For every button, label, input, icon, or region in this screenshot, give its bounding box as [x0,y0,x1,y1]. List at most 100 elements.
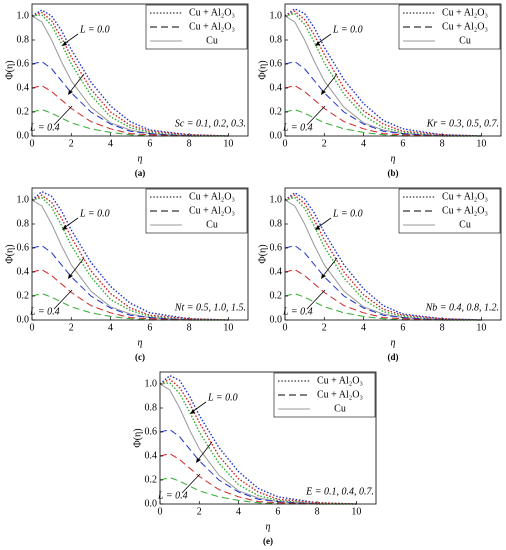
x-tick-label: 8 [187,322,192,333]
arrow [306,105,326,126]
x-tick-label: 6 [275,506,280,517]
curve [159,453,357,505]
arrow [181,473,201,494]
x-tick-label: 8 [315,506,320,517]
plot-frame [159,371,377,505]
panel: 0.0 0.2 0.4 0.6 0.8 1.0 0 2 4 6 8 10 η Φ(η) (d) Cu + Al… [257,187,502,362]
panel-label: (c) [135,352,145,362]
y-axis-label: Φ(η) [257,244,268,263]
arrow-head [62,41,67,46]
parameter-label: Nt = 0.5, 1.0, 1.5. [174,302,246,313]
x-tick-label: 4 [108,322,113,333]
y-tick-label: 0.2 [270,106,283,117]
y-tick-label: 0.8 [270,34,283,45]
x-tick-label: 8 [440,322,445,333]
curve [284,196,482,321]
curve [159,378,357,505]
annotation: L = 0.0 [79,24,110,35]
curve [284,10,482,137]
y-axis-label: Φ(η) [4,60,15,79]
x-axis-label: η [266,521,271,532]
panel: 0.0 0.2 0.4 0.6 0.8 1.0 0 2 4 6 8 10 η Φ(η) (c) Cu + Al… [4,187,249,362]
x-tick-label: 6 [147,138,152,149]
arrow-head [315,41,320,46]
legend-label: Cu + Al₂O₃ [442,21,488,32]
curve [284,12,482,137]
x-tick-label: 0 [283,138,288,149]
x-axis-label: η [391,153,396,164]
annotation: L = 0.4 [282,122,313,133]
arrow [316,217,332,229]
y-tick-label: 1.0 [145,378,158,389]
arrow [63,217,79,229]
arrow [322,73,338,93]
y-tick-label: 0.8 [145,402,158,413]
x-tick-label: 0 [30,322,35,333]
annotation: L = 0.0 [332,208,363,219]
annotation: L = 0.0 [332,24,363,35]
curve [31,190,229,321]
y-tick-label: 0.6 [17,58,30,69]
plot-frame [31,3,249,137]
arrow-head [315,225,320,230]
curve [31,9,229,137]
x-tick-label: 4 [361,322,366,333]
arrow [322,257,338,277]
annotation: L = 0.0 [207,392,238,403]
y-tick-label: 0.4 [17,266,30,277]
x-tick-label: 2 [322,138,327,149]
x-tick-label: 8 [440,138,445,149]
legend-label: Cu [334,403,346,414]
legend-label: Cu + Al₂O₃ [442,205,488,216]
curve [159,374,357,505]
arrow-head [190,409,195,414]
arrow-head [62,225,67,230]
curve [284,194,482,321]
y-tick-label: 1.0 [270,194,283,205]
x-tick-label: 4 [108,138,113,149]
panel: 0.0 0.2 0.4 0.6 0.8 1.0 0 2 4 6 8 10 η Φ(η) (a) Cu + Al… [4,3,249,178]
x-tick-label: 10 [223,322,233,333]
panel: 0.0 0.2 0.4 0.6 0.8 1.0 0 2 4 6 8 10 η Φ(η) (e) Cu + Al… [132,371,377,546]
y-tick-label: 0.0 [17,314,30,325]
legend-label: Cu [206,35,218,46]
arrow-head [321,90,326,95]
y-tick-label: 0.0 [145,498,158,509]
x-tick-label: 4 [361,138,366,149]
y-axis-label: Φ(η) [257,60,268,79]
x-tick-label: 0 [30,138,35,149]
arrow [63,33,79,45]
arrow [69,73,85,93]
y-tick-label: 0.8 [17,218,30,229]
legend-label: Cu + Al₂O₃ [189,21,235,32]
arrow [191,401,207,413]
curve [31,245,229,321]
panel-label: (b) [388,168,399,178]
legend-label: Cu [459,219,471,230]
curve [159,429,357,505]
parameter-label: Sc = 0.1, 0.2, 0.3. [175,118,246,129]
legend-label: Cu [459,35,471,46]
x-tick-label: 6 [147,322,152,333]
y-tick-label: 1.0 [270,10,283,21]
panel: 0.0 0.2 0.4 0.6 0.8 1.0 0 2 4 6 8 10 η Φ(η) (b) Cu + Al… [257,3,502,178]
arrow [197,441,213,461]
y-tick-label: 0.0 [270,130,283,141]
curve [284,85,482,137]
y-tick-label: 0.6 [270,58,283,69]
x-tick-label: 8 [187,138,192,149]
x-tick-label: 2 [322,322,327,333]
y-tick-label: 0.2 [17,290,30,301]
x-tick-label: 10 [476,322,486,333]
arrow-head [321,274,326,279]
x-tick-label: 2 [69,138,74,149]
legend-label: Cu + Al₂O₃ [317,375,363,386]
panel-label: (e) [263,536,273,546]
parameter-label: E = 0.1, 0.4, 0.7. [305,486,374,497]
curve [159,382,357,505]
arrow [69,257,85,277]
x-tick-label: 6 [400,322,405,333]
curve [284,191,482,321]
arrow-head [196,458,201,463]
